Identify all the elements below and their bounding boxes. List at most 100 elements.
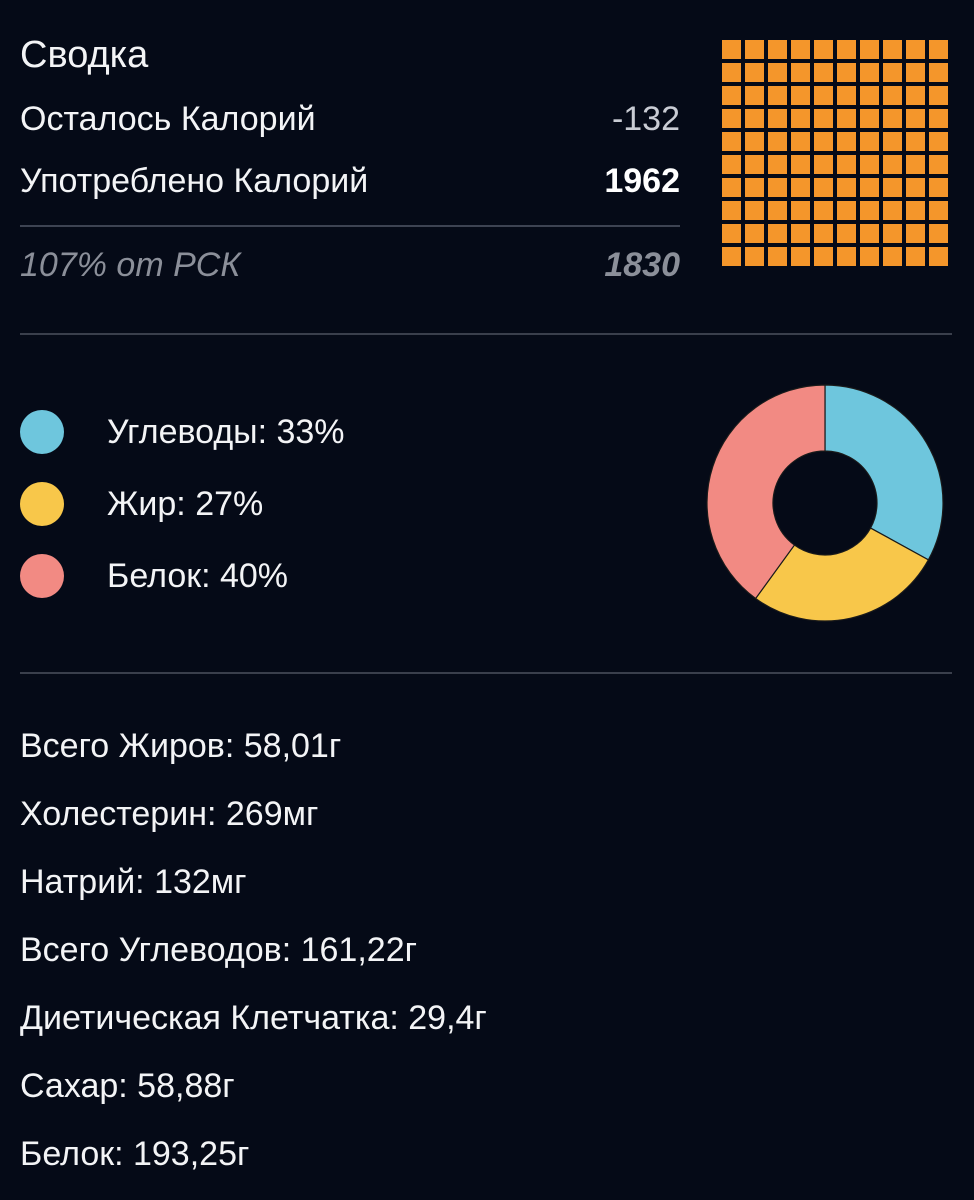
fat-dot xyxy=(20,482,64,526)
nutrient-total-fat: Всего Жиров: 58,01г xyxy=(20,727,342,765)
macro-donut-chart xyxy=(706,384,944,622)
calories-consumed-label: Употреблено Калорий xyxy=(20,162,369,200)
waffle-cell xyxy=(906,201,925,220)
waffle-cell xyxy=(768,178,787,197)
waffle-cell xyxy=(722,155,741,174)
waffle-cell xyxy=(814,224,833,243)
waffle-cell xyxy=(837,178,856,197)
waffle-cell xyxy=(929,201,948,220)
waffle-cell xyxy=(745,132,764,151)
waffle-cell xyxy=(860,155,879,174)
nutrient-sodium: Натрий: 132мг xyxy=(20,863,247,901)
waffle-cell xyxy=(906,178,925,197)
waffle-cell xyxy=(722,201,741,220)
waffle-cell xyxy=(745,86,764,105)
waffle-cell xyxy=(906,132,925,151)
waffle-cell xyxy=(860,247,879,266)
summary-divider xyxy=(20,225,680,227)
waffle-cell xyxy=(791,201,810,220)
waffle-cell xyxy=(860,201,879,220)
waffle-cell xyxy=(929,63,948,82)
waffle-cell xyxy=(883,201,902,220)
legend-fat: Жир: 27% xyxy=(20,482,263,526)
waffle-cell xyxy=(837,63,856,82)
nutrient-protein: Белок: 193,25г xyxy=(20,1135,250,1173)
waffle-cell xyxy=(745,247,764,266)
waffle-cell xyxy=(883,247,902,266)
waffle-cell xyxy=(883,109,902,128)
waffle-cell xyxy=(883,224,902,243)
nutrient-list: Всего Жиров: 58,01г Холестерин: 269мг На… xyxy=(20,718,487,1194)
waffle-cell xyxy=(860,224,879,243)
waffle-cell xyxy=(837,247,856,266)
waffle-cell xyxy=(929,86,948,105)
calories-remaining-row: Осталось Калорий -132 xyxy=(20,100,680,139)
legend-carbs-label: Углеводы: 33% xyxy=(107,412,345,451)
waffle-cell xyxy=(837,224,856,243)
donut-slice-carbs xyxy=(824,384,944,561)
calories-consumed-row: Употреблено Калорий 1962 xyxy=(20,162,680,201)
waffle-cell xyxy=(814,178,833,197)
waffle-cell xyxy=(768,224,787,243)
waffle-cell xyxy=(791,132,810,151)
section-divider xyxy=(20,672,952,674)
waffle-cell xyxy=(929,155,948,174)
legend-fat-label: Жир: 27% xyxy=(107,484,264,523)
protein-dot xyxy=(20,554,64,598)
waffle-cell xyxy=(722,247,741,266)
waffle-cell xyxy=(837,109,856,128)
calories-consumed-value: 1962 xyxy=(604,162,680,200)
waffle-cell xyxy=(837,155,856,174)
waffle-cell xyxy=(814,63,833,82)
waffle-cell xyxy=(791,178,810,197)
legend-protein: Белок: 40% xyxy=(20,554,288,598)
waffle-cell xyxy=(929,109,948,128)
waffle-cell xyxy=(883,63,902,82)
waffle-cell xyxy=(814,155,833,174)
calories-remaining-label: Осталось Калорий xyxy=(20,100,316,138)
waffle-cell xyxy=(791,40,810,59)
waffle-cell xyxy=(883,132,902,151)
waffle-cell xyxy=(883,155,902,174)
rdi-label: 107% от РСК xyxy=(20,246,241,284)
waffle-cell xyxy=(814,86,833,105)
calorie-waffle-grid xyxy=(722,40,948,266)
waffle-cell xyxy=(722,63,741,82)
waffle-cell xyxy=(745,155,764,174)
donut-slice-protein xyxy=(706,384,826,600)
legend-protein-label: Белок: 40% xyxy=(107,556,289,595)
waffle-cell xyxy=(814,109,833,128)
waffle-cell xyxy=(722,224,741,243)
section-divider xyxy=(20,333,952,335)
waffle-cell xyxy=(929,224,948,243)
waffle-cell xyxy=(883,40,902,59)
waffle-cell xyxy=(814,247,833,266)
waffle-cell xyxy=(814,132,833,151)
donut-slice-fat xyxy=(754,527,930,622)
waffle-cell xyxy=(745,63,764,82)
waffle-cell xyxy=(745,224,764,243)
waffle-cell xyxy=(860,86,879,105)
waffle-cell xyxy=(768,86,787,105)
waffle-cell xyxy=(883,178,902,197)
waffle-cell xyxy=(791,86,810,105)
waffle-cell xyxy=(929,40,948,59)
waffle-cell xyxy=(814,201,833,220)
waffle-cell xyxy=(860,63,879,82)
waffle-cell xyxy=(929,247,948,266)
waffle-cell xyxy=(837,86,856,105)
waffle-cell xyxy=(860,109,879,128)
rdi-value: 1830 xyxy=(604,246,680,284)
legend-carbs: Углеводы: 33% xyxy=(20,410,345,454)
waffle-cell xyxy=(791,63,810,82)
waffle-cell xyxy=(722,178,741,197)
calories-remaining-value: -132 xyxy=(611,100,680,138)
waffle-cell xyxy=(768,155,787,174)
waffle-cell xyxy=(768,40,787,59)
waffle-cell xyxy=(860,178,879,197)
waffle-cell xyxy=(745,201,764,220)
waffle-cell xyxy=(768,201,787,220)
waffle-cell xyxy=(883,86,902,105)
waffle-cell xyxy=(929,178,948,197)
rdi-row: 107% от РСК 1830 xyxy=(20,246,680,285)
